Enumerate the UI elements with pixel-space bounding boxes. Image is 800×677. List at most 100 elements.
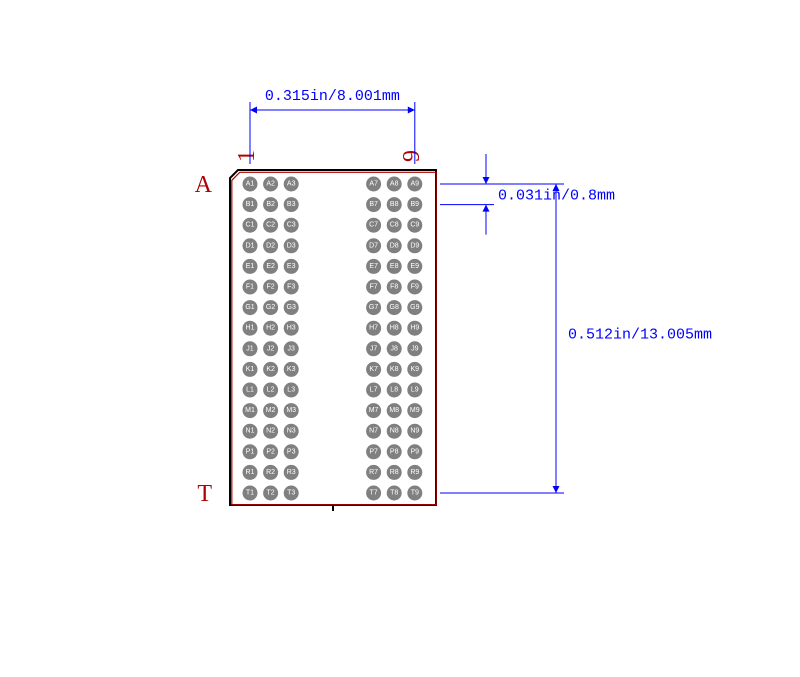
ball-label-P1: P1 bbox=[246, 448, 255, 455]
ball-label-P7: P7 bbox=[369, 448, 378, 455]
ball-label-T1: T1 bbox=[246, 490, 254, 497]
ball-label-E8: E8 bbox=[390, 263, 399, 270]
ball-label-L2: L2 bbox=[267, 387, 275, 394]
ball-label-D1: D1 bbox=[246, 242, 255, 249]
ball-label-F1: F1 bbox=[246, 284, 254, 291]
ball-label-C1: C1 bbox=[246, 222, 255, 229]
arrowhead bbox=[250, 107, 257, 114]
package-outline-inner bbox=[232, 172, 436, 504]
ball-label-C8: C8 bbox=[390, 222, 399, 229]
ball-label-R3: R3 bbox=[287, 469, 296, 476]
ball-label-R1: R1 bbox=[246, 469, 255, 476]
ball-label-M8: M8 bbox=[389, 407, 399, 414]
ball-label-A7: A7 bbox=[369, 181, 378, 188]
ball-label-G8: G8 bbox=[390, 304, 399, 311]
ball-label-G2: G2 bbox=[266, 304, 275, 311]
row-label-A: A bbox=[195, 172, 213, 198]
ball-label-K1: K1 bbox=[246, 366, 255, 373]
ball-label-A9: A9 bbox=[411, 181, 420, 188]
ball-label-C7: C7 bbox=[369, 222, 378, 229]
ball-label-D7: D7 bbox=[369, 242, 378, 249]
ball-label-K7: K7 bbox=[369, 366, 378, 373]
ball-label-R7: R7 bbox=[369, 469, 378, 476]
ball-label-M3: M3 bbox=[286, 407, 296, 414]
dim-width-text: 0.315in/8.001mm bbox=[265, 88, 400, 105]
ball-label-R8: R8 bbox=[390, 469, 399, 476]
ball-label-K3: K3 bbox=[287, 366, 296, 373]
ball-label-T7: T7 bbox=[370, 490, 378, 497]
ball-label-T2: T2 bbox=[267, 490, 275, 497]
ball-label-A2: A2 bbox=[266, 181, 275, 188]
ball-label-G1: G1 bbox=[245, 304, 254, 311]
ball-label-K8: K8 bbox=[390, 366, 399, 373]
ball-label-H7: H7 bbox=[369, 325, 378, 332]
ball-label-D9: D9 bbox=[410, 242, 419, 249]
ball-label-J3: J3 bbox=[287, 345, 295, 352]
ball-label-D8: D8 bbox=[390, 242, 399, 249]
ball-label-C3: C3 bbox=[287, 222, 296, 229]
ball-label-T3: T3 bbox=[287, 490, 295, 497]
ball-label-A3: A3 bbox=[287, 181, 296, 188]
ball-label-J9: J9 bbox=[411, 345, 419, 352]
ball-label-L9: L9 bbox=[411, 387, 419, 394]
ball-label-P3: P3 bbox=[287, 448, 296, 455]
ball-label-F2: F2 bbox=[267, 284, 275, 291]
ball-label-B8: B8 bbox=[390, 201, 399, 208]
ball-label-C2: C2 bbox=[266, 222, 275, 229]
ball-label-D3: D3 bbox=[287, 242, 296, 249]
ball-label-N7: N7 bbox=[369, 428, 378, 435]
ball-label-G9: G9 bbox=[410, 304, 419, 311]
ball-label-B3: B3 bbox=[287, 201, 296, 208]
ball-label-M9: M9 bbox=[410, 407, 420, 414]
ball-label-P2: P2 bbox=[266, 448, 275, 455]
dim-height-text: 0.512in/13.005mm bbox=[568, 327, 712, 344]
ball-label-E3: E3 bbox=[287, 263, 296, 270]
ball-label-G7: G7 bbox=[369, 304, 378, 311]
ball-label-T8: T8 bbox=[390, 490, 398, 497]
ball-label-M7: M7 bbox=[369, 407, 379, 414]
col-label-1: 1 bbox=[234, 150, 260, 162]
ball-label-K9: K9 bbox=[411, 366, 420, 373]
ball-label-N1: N1 bbox=[246, 428, 255, 435]
ball-label-J8: J8 bbox=[390, 345, 398, 352]
ball-label-C9: C9 bbox=[410, 222, 419, 229]
ball-label-F3: F3 bbox=[287, 284, 295, 291]
ball-label-H9: H9 bbox=[410, 325, 419, 332]
arrowhead bbox=[553, 486, 560, 493]
arrowhead bbox=[483, 205, 490, 212]
ball-label-N9: N9 bbox=[410, 428, 419, 435]
ball-label-F9: F9 bbox=[411, 284, 419, 291]
ball-label-D2: D2 bbox=[266, 242, 275, 249]
ball-label-A8: A8 bbox=[390, 181, 399, 188]
ball-label-F7: F7 bbox=[370, 284, 378, 291]
ball-label-B9: B9 bbox=[411, 201, 420, 208]
arrowhead bbox=[408, 107, 415, 114]
ball-label-A1: A1 bbox=[246, 181, 255, 188]
ball-label-R9: R9 bbox=[410, 469, 419, 476]
ball-label-E1: E1 bbox=[246, 263, 255, 270]
ball-label-P8: P8 bbox=[390, 448, 399, 455]
ball-label-B7: B7 bbox=[369, 201, 378, 208]
ball-label-R2: R2 bbox=[266, 469, 275, 476]
ball-label-M1: M1 bbox=[245, 407, 255, 414]
ball-label-L1: L1 bbox=[246, 387, 254, 394]
ball-label-N2: N2 bbox=[266, 428, 275, 435]
ball-label-J1: J1 bbox=[246, 345, 254, 352]
ball-label-E2: E2 bbox=[266, 263, 275, 270]
package-outline bbox=[230, 170, 436, 505]
ball-label-T9: T9 bbox=[411, 490, 419, 497]
ball-label-L7: L7 bbox=[370, 387, 378, 394]
ball-label-P9: P9 bbox=[411, 448, 420, 455]
arrowhead bbox=[483, 177, 490, 184]
ball-label-E7: E7 bbox=[369, 263, 378, 270]
row-label-T: T bbox=[197, 481, 212, 507]
dim-pitch-text: 0.031in/0.8mm bbox=[498, 187, 615, 204]
ball-label-E9: E9 bbox=[411, 263, 420, 270]
ball-label-H2: H2 bbox=[266, 325, 275, 332]
ball-label-B2: B2 bbox=[266, 201, 275, 208]
ball-label-J7: J7 bbox=[370, 345, 378, 352]
ball-label-K2: K2 bbox=[266, 366, 275, 373]
col-label-9: 9 bbox=[399, 150, 425, 162]
ball-label-B1: B1 bbox=[246, 201, 255, 208]
ball-label-M2: M2 bbox=[266, 407, 276, 414]
